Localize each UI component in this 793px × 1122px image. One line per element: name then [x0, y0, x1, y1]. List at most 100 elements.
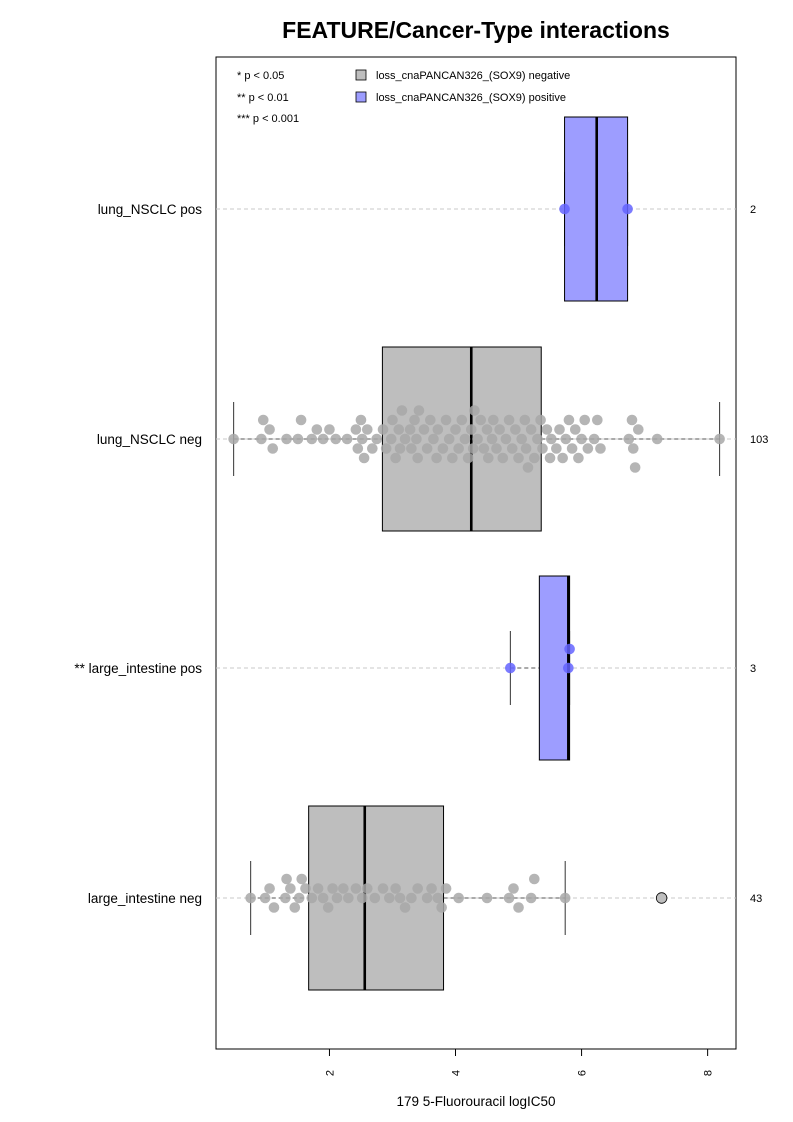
data-point — [508, 883, 519, 894]
data-point — [285, 883, 296, 894]
data-point — [245, 892, 256, 904]
data-point — [520, 443, 532, 454]
data-point — [367, 443, 378, 454]
data-point — [426, 883, 437, 894]
data-point — [478, 443, 490, 454]
legend-swatch-positive — [355, 91, 367, 103]
group-label: large_intestine neg — [88, 891, 202, 906]
data-point — [535, 414, 546, 426]
data-point — [440, 414, 452, 426]
data-point — [563, 414, 575, 426]
data-point — [432, 424, 444, 435]
data-point — [387, 414, 398, 426]
data-point — [633, 424, 644, 435]
data-point — [559, 203, 570, 215]
data-point — [529, 873, 540, 885]
data-point — [573, 452, 584, 464]
data-point — [714, 433, 725, 445]
data-point — [519, 414, 531, 426]
data-point — [563, 662, 574, 674]
data-point — [626, 414, 638, 426]
data-point — [559, 892, 571, 904]
group-count: 103 — [750, 434, 768, 446]
data-point — [522, 462, 534, 473]
data-point — [443, 433, 455, 445]
data-point — [350, 883, 362, 894]
data-point — [371, 433, 383, 445]
data-point — [623, 433, 635, 445]
data-point — [355, 414, 367, 426]
data-point — [651, 433, 663, 445]
data-point — [268, 902, 280, 913]
data-point — [557, 452, 568, 464]
data-point — [440, 883, 452, 894]
data-point — [256, 433, 267, 445]
data-point — [554, 424, 565, 435]
data-point — [503, 892, 515, 904]
data-point — [506, 443, 518, 454]
data-point — [369, 892, 381, 904]
data-point — [289, 902, 301, 913]
data-point — [377, 424, 389, 435]
data-point — [622, 203, 633, 215]
data-point — [377, 883, 389, 894]
group-label: lung_NSCLC pos — [98, 202, 203, 217]
data-point — [421, 443, 433, 454]
data-point — [576, 433, 587, 445]
legend-significance-2: ** p < 0.01 — [237, 92, 289, 104]
data-point — [456, 414, 468, 426]
data-point — [513, 452, 524, 464]
data-point — [436, 902, 447, 913]
data-point — [537, 443, 548, 454]
group-labels: lung_NSCLC pos 2 lung_NSCLC neg 103 ** large… — [74, 202, 768, 906]
data-point — [469, 405, 480, 416]
data-point — [327, 883, 338, 894]
data-point — [486, 433, 498, 445]
data-point — [296, 873, 308, 885]
data-point — [311, 424, 323, 435]
legend-swatch-negative — [355, 69, 367, 81]
data-point — [394, 892, 406, 904]
x-tick-label: 8 — [703, 1070, 715, 1076]
data-point — [437, 443, 449, 454]
data-point — [497, 452, 509, 464]
x-tick-label: 6 — [577, 1070, 589, 1076]
data-point — [595, 443, 606, 454]
data-point — [306, 892, 318, 904]
legend-label-positive: loss_cnaPANCAN326_(SOX9) positive — [376, 92, 566, 104]
data-point — [532, 433, 543, 445]
data-point — [413, 405, 425, 416]
data-point — [338, 883, 349, 894]
grid-lines — [216, 208, 736, 899]
data-point — [394, 443, 406, 454]
boxes — [233, 116, 721, 991]
plot-frame — [215, 56, 737, 1050]
data-point — [465, 424, 477, 435]
data-point — [482, 452, 494, 464]
data-point — [267, 443, 279, 454]
data-point — [421, 892, 433, 904]
data-point — [356, 892, 368, 904]
legend-label-negative: loss_cnaPANCAN326_(SOX9) negative — [376, 70, 570, 82]
data-point — [462, 452, 474, 464]
data-point — [409, 414, 420, 426]
data-point — [544, 452, 556, 464]
data-point — [295, 414, 307, 426]
x-tick-label: 4 — [451, 1070, 463, 1076]
data-point — [432, 892, 444, 904]
data-point — [579, 414, 591, 426]
data-point — [380, 443, 392, 454]
data-point — [385, 433, 397, 445]
data-point — [264, 424, 275, 435]
data-point — [488, 414, 499, 426]
outlier-point — [655, 892, 668, 904]
data-point — [412, 883, 423, 894]
data-point — [516, 433, 527, 445]
data-point — [588, 433, 600, 445]
data-point — [281, 873, 292, 885]
group-count: 3 — [750, 663, 756, 675]
data-point — [280, 892, 291, 904]
data-point — [431, 452, 442, 464]
legend: * p < 0.05 ** p < 0.01 *** p < 0.001 los… — [237, 69, 570, 125]
data-point — [541, 424, 553, 435]
